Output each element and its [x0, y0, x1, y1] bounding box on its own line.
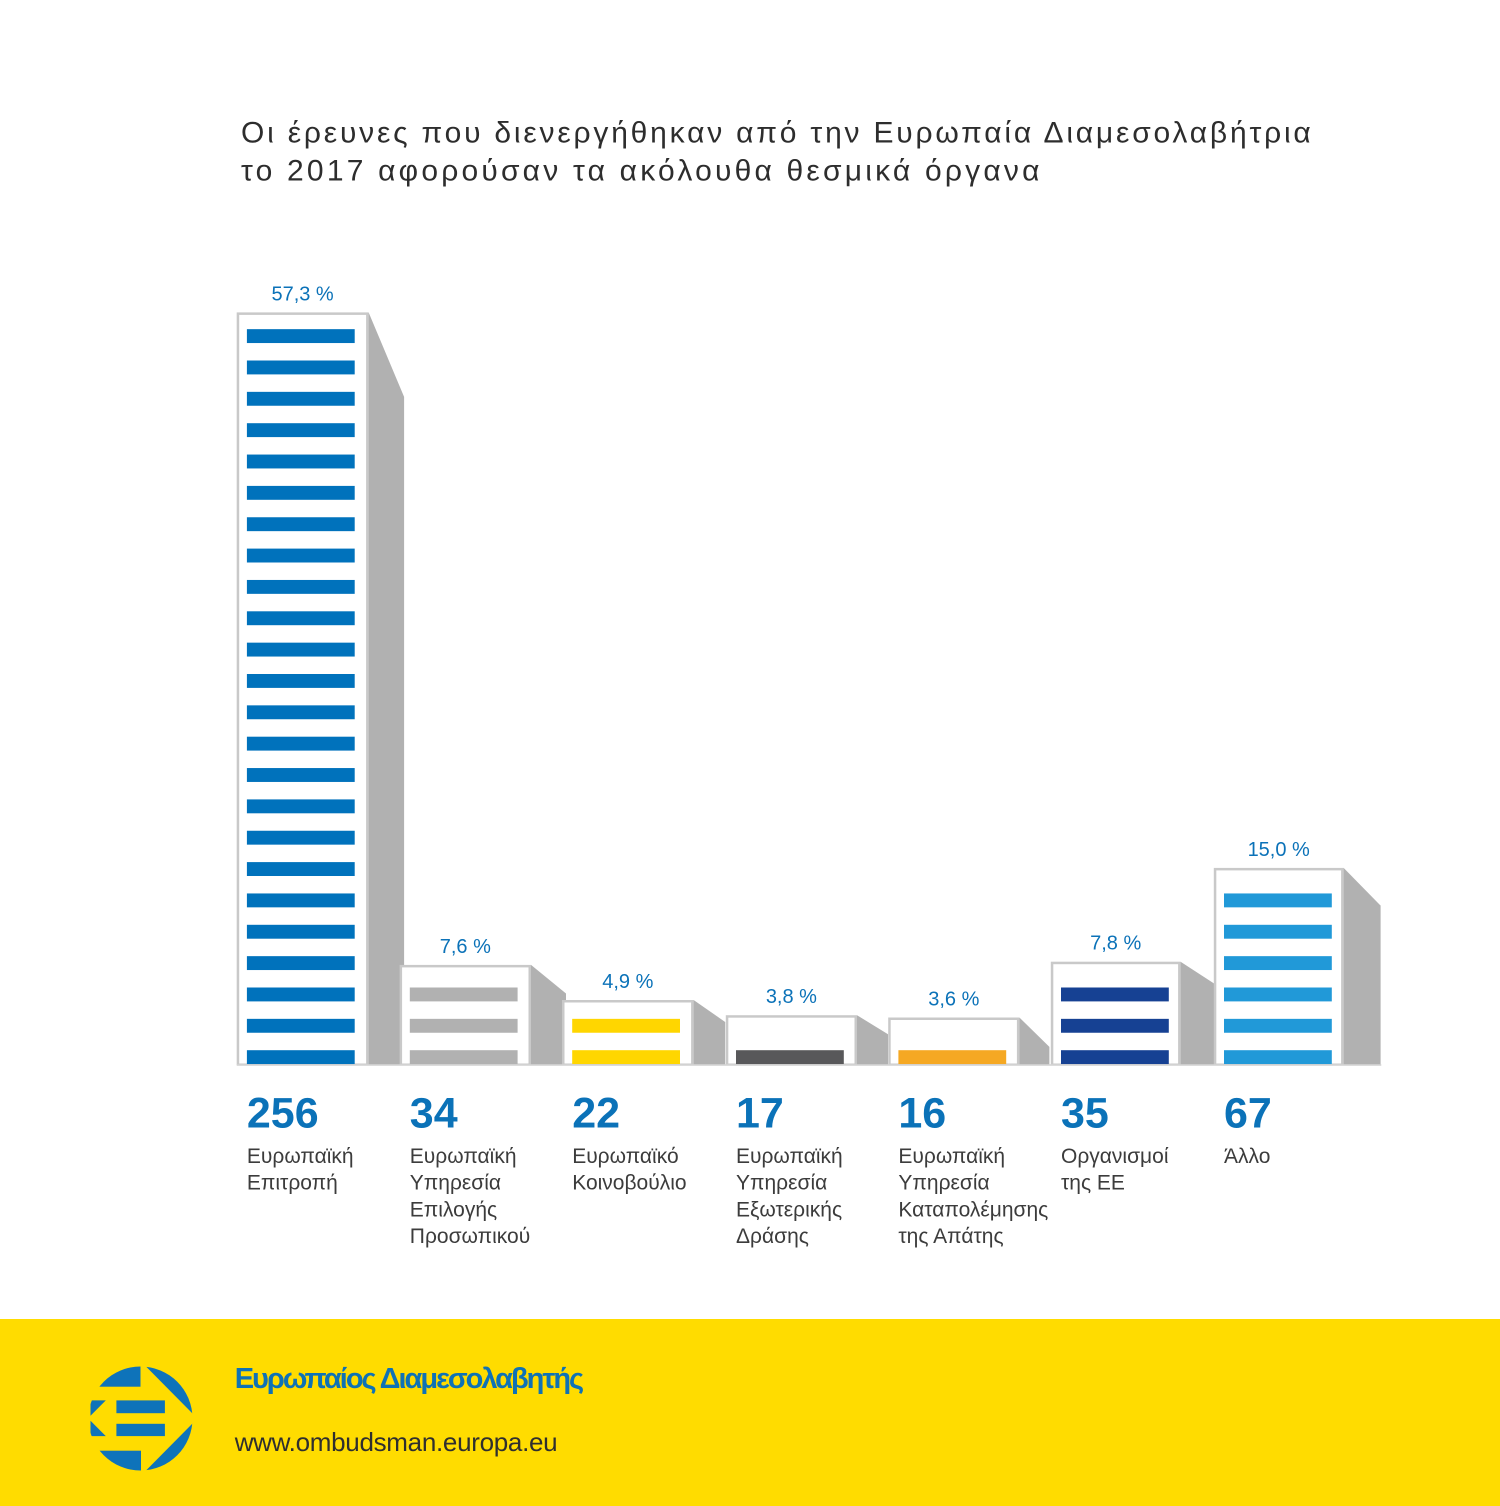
- svg-text:15,0 %: 15,0 %: [1248, 839, 1310, 861]
- svg-text:17: 17: [736, 1090, 784, 1138]
- svg-text:Ευρωπαϊκή: Ευρωπαϊκή: [898, 1145, 1005, 1168]
- svg-text:3,8 %: 3,8 %: [766, 986, 817, 1008]
- svg-text:Εξωτερικής: Εξωτερικής: [736, 1198, 842, 1221]
- svg-text:7,8 %: 7,8 %: [1090, 933, 1141, 955]
- svg-text:Επιλογής: Επιλογής: [410, 1198, 497, 1221]
- svg-text:7,6 %: 7,6 %: [440, 936, 491, 958]
- svg-text:Επιτροπή: Επιτροπή: [247, 1172, 338, 1195]
- svg-text:Ευρωπαϊκή: Ευρωπαϊκή: [736, 1145, 843, 1168]
- svg-text:Καταπολέμησης: Καταπολέμησης: [898, 1198, 1048, 1221]
- svg-text:Ευρωπαϊκό: Ευρωπαϊκό: [572, 1145, 678, 1168]
- svg-text:Υπηρεσία: Υπηρεσία: [898, 1172, 989, 1195]
- svg-text:Δράσης: Δράσης: [736, 1225, 809, 1248]
- svg-text:Ευρωπαϊκή: Ευρωπαϊκή: [247, 1145, 354, 1168]
- svg-text:www.ombudsman.europa.eu: www.ombudsman.europa.eu: [234, 1427, 558, 1457]
- svg-text:4,9 %: 4,9 %: [602, 971, 653, 993]
- svg-text:Ευρωπαϊκή: Ευρωπαϊκή: [410, 1145, 517, 1168]
- svg-text:57,3 %: 57,3 %: [271, 283, 333, 305]
- svg-text:Άλλο: Άλλο: [1224, 1145, 1270, 1168]
- svg-text:16: 16: [898, 1090, 946, 1138]
- svg-text:της ΕΕ: της ΕΕ: [1061, 1172, 1125, 1195]
- svg-text:Προσωπικού: Προσωπικού: [410, 1225, 530, 1248]
- svg-text:Οι έρευνες που διενεργήθηκαν α: Οι έρευνες που διενεργήθηκαν από την Ευρ…: [241, 117, 1314, 150]
- svg-text:Οργανισμοί: Οργανισμοί: [1061, 1145, 1169, 1168]
- svg-text:34: 34: [410, 1090, 458, 1138]
- svg-text:Υπηρεσία: Υπηρεσία: [410, 1172, 501, 1195]
- svg-text:Κοινοβούλιο: Κοινοβούλιο: [572, 1172, 686, 1195]
- svg-text:256: 256: [247, 1090, 319, 1138]
- svg-text:το 2017 αφορούσαν τα ακόλουθα: το 2017 αφορούσαν τα ακόλουθα θεσμικά όρ…: [241, 155, 1043, 188]
- svg-text:3,6 %: 3,6 %: [928, 989, 979, 1011]
- svg-text:Ευρωπαίος Διαμεσολαβητής: Ευρωπαίος Διαμεσολαβητής: [235, 1363, 583, 1395]
- svg-text:35: 35: [1061, 1090, 1109, 1138]
- svg-text:22: 22: [572, 1090, 620, 1138]
- svg-text:Υπηρεσία: Υπηρεσία: [736, 1172, 827, 1195]
- svg-text:της Απάτης: της Απάτης: [898, 1225, 1003, 1248]
- svg-text:67: 67: [1224, 1090, 1272, 1138]
